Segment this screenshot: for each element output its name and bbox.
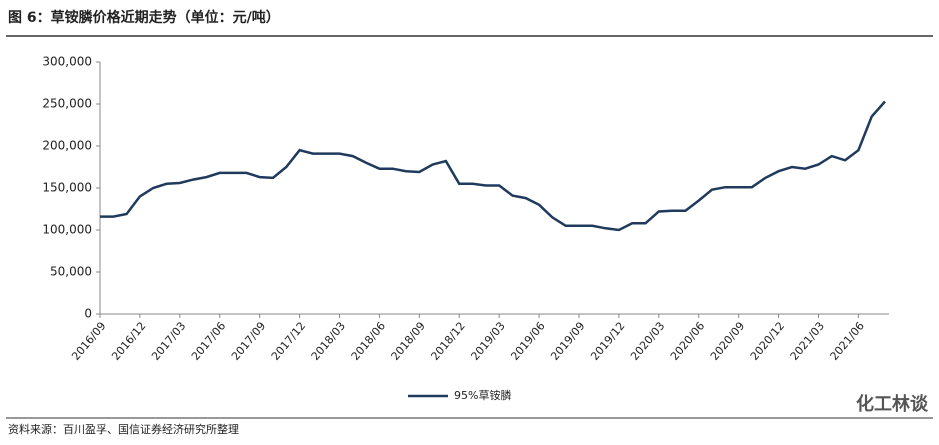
x-tick-label: 2016/12 [109,320,148,363]
y-tick-label: 100,000 [42,223,92,237]
x-tick-label: 2019/03 [468,320,507,363]
series-line [100,100,886,232]
x-tick-label: 2017/12 [269,320,308,363]
y-tick-label: 250,000 [42,97,92,111]
legend-label: 95%草铵膦 [454,388,511,402]
x-tick-label: 2019/09 [548,320,587,363]
x-tick-label: 2021/03 [788,320,827,363]
x-tick-label: 2019/06 [508,320,547,363]
y-tick-label: 150,000 [42,181,92,195]
x-tick-label: 2020/06 [668,320,707,363]
figure-title: 图 6：草铵膦价格近期走势（单位：元/吨） [8,9,280,26]
y-tick-label: 0 [84,307,92,321]
x-tick-label: 2018/06 [349,320,388,363]
x-tick-label: 2017/09 [229,320,268,363]
x-tick-label: 2021/06 [828,320,867,363]
x-tick-label: 2020/03 [628,320,667,363]
y-tick-label: 200,000 [42,139,92,153]
x-tick-label: 2020/12 [748,320,787,363]
x-tick-label: 2020/09 [708,320,747,363]
x-tick-label: 2017/03 [149,320,188,363]
y-tick-label: 50,000 [50,265,92,279]
x-tick-label: 2016/09 [69,320,108,363]
x-tick-label: 2018/09 [389,320,428,363]
x-tick-label: 2017/06 [189,320,228,363]
source: 资料来源：百川盈孚、国信证券经济研究所整理 [8,422,239,436]
y-tick-label: 300,000 [42,55,92,69]
x-tick-label: 2018/12 [428,320,467,363]
x-tick-label: 2019/12 [588,320,627,363]
x-tick-label: 2018/03 [309,320,348,363]
watermark: 化工林谈 [856,393,929,415]
